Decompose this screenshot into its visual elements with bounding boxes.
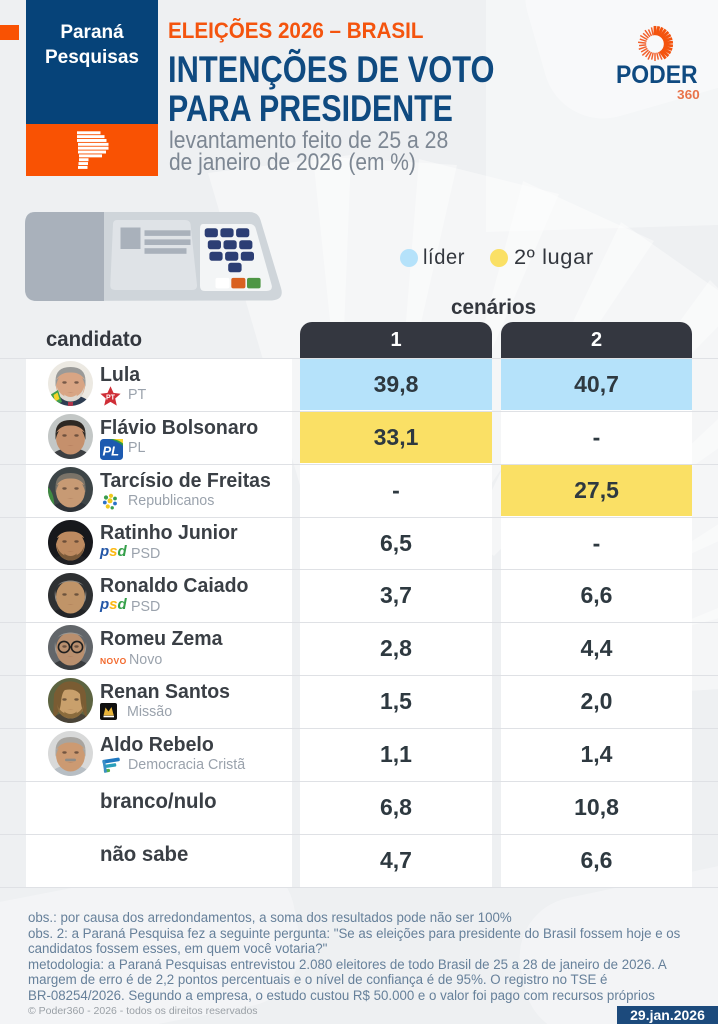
svg-text:PL: PL <box>103 443 120 458</box>
svg-text:PT: PT <box>106 394 116 401</box>
